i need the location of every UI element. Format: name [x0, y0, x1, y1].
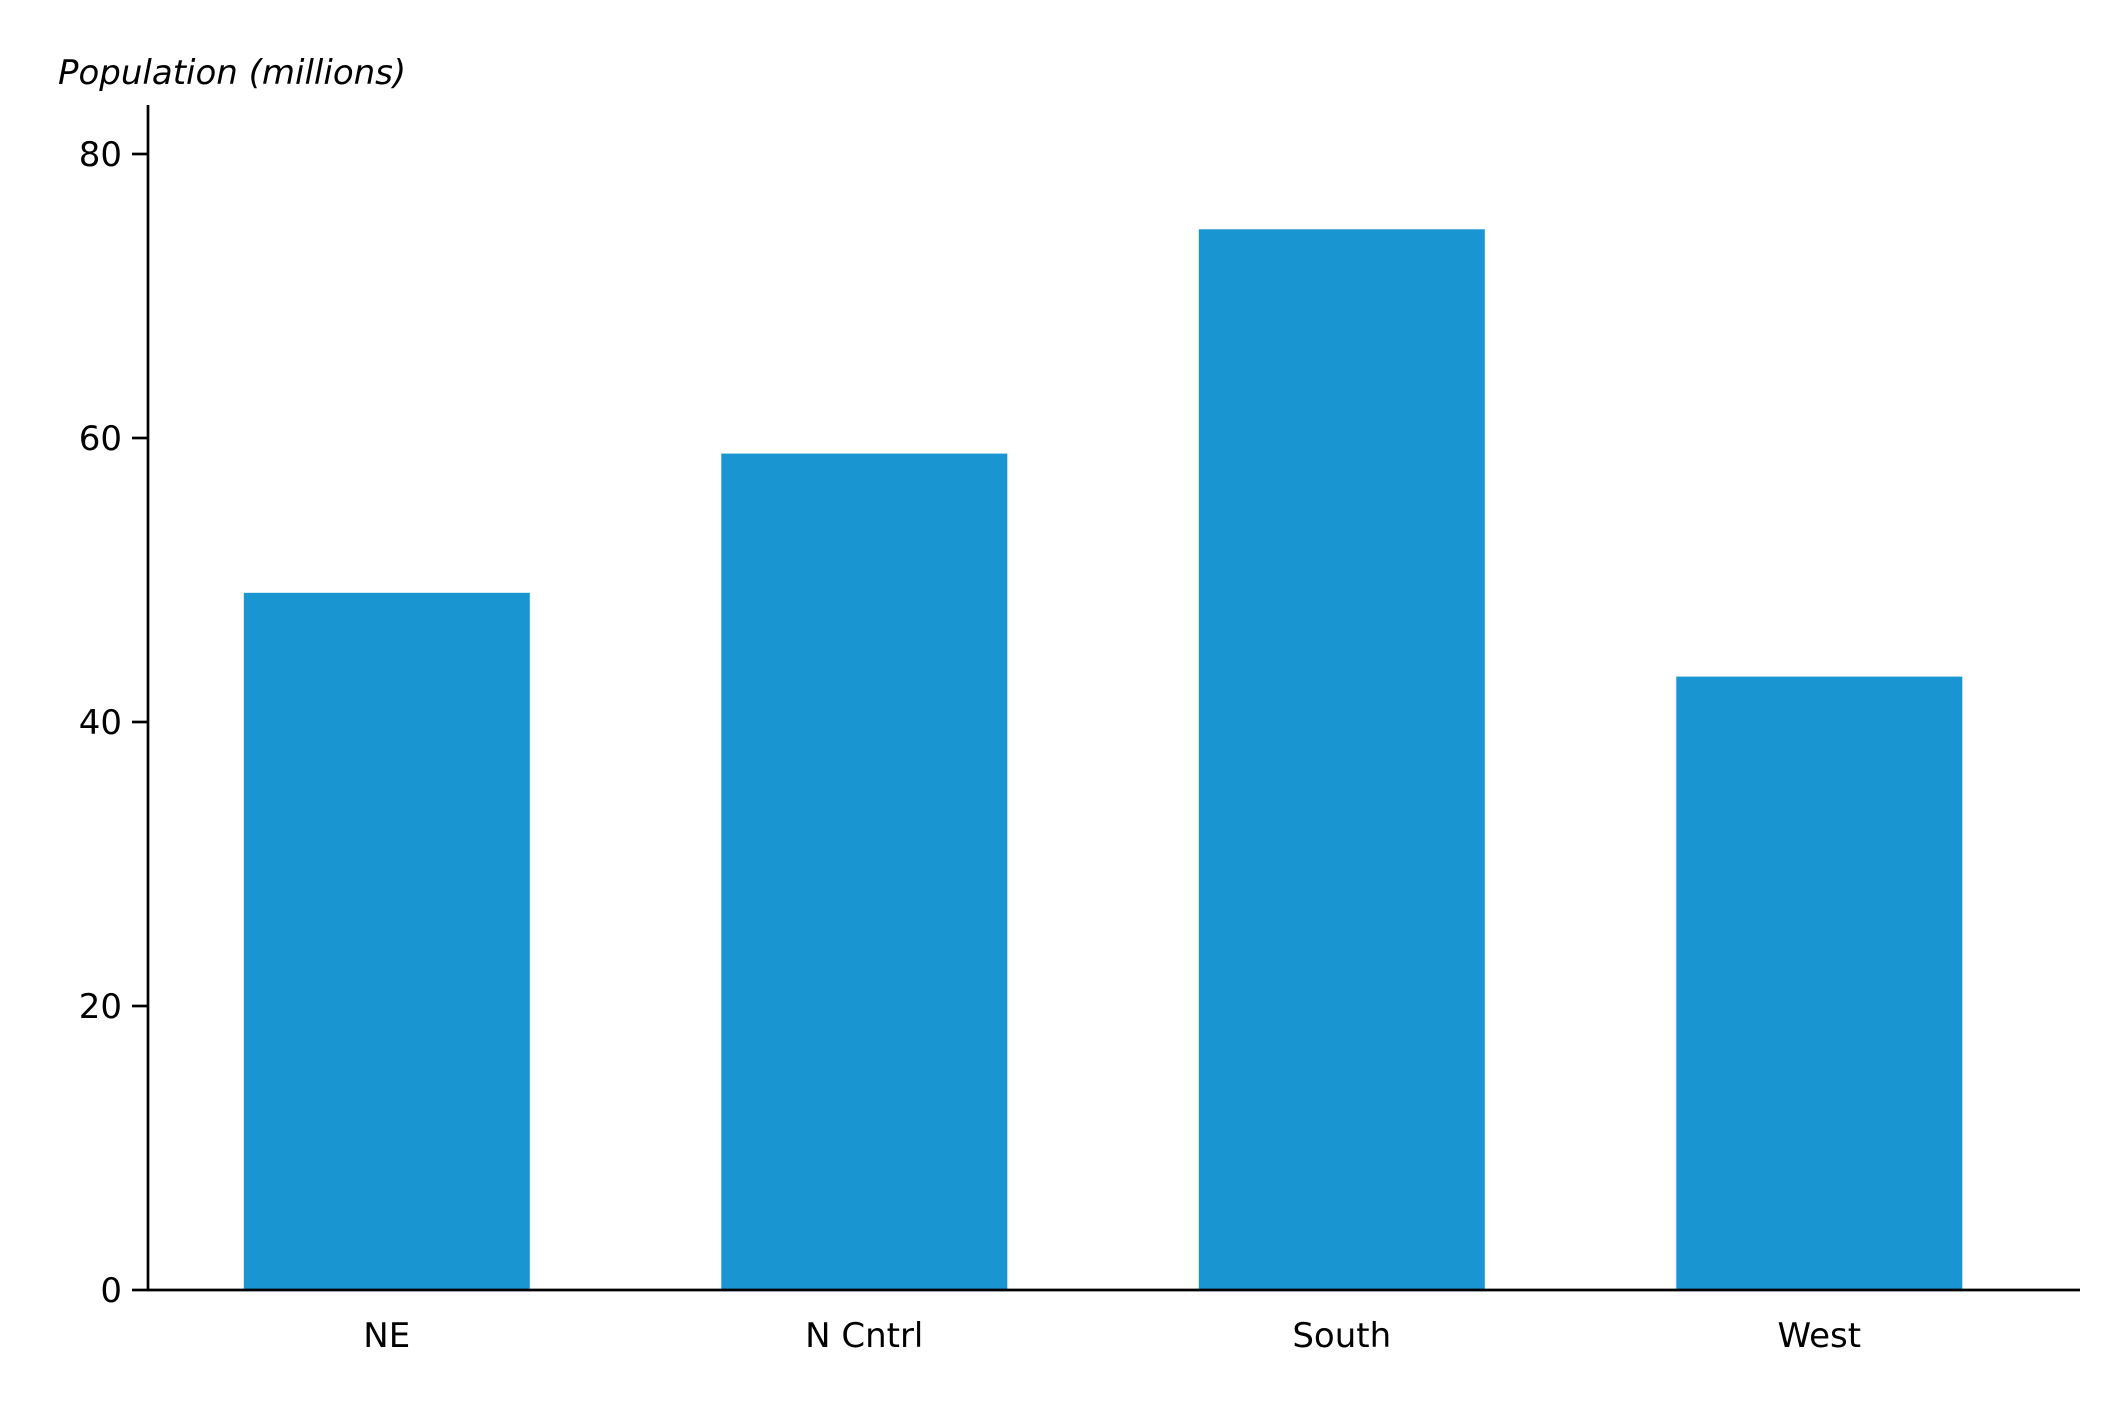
x-tick-label: South — [1292, 1316, 1391, 1356]
y-tick-label: 40 — [79, 703, 122, 743]
y-tick-label: 80 — [79, 135, 122, 175]
bar-south — [1198, 229, 1485, 1290]
x-axis: NE N Cntrl South West — [148, 1288, 2080, 1356]
y-axis-label: Population (millions) — [58, 53, 406, 93]
bar-west — [1676, 676, 1963, 1290]
bar-ne — [243, 592, 530, 1290]
bars-group — [243, 229, 1963, 1291]
y-tick-label: 60 — [79, 419, 122, 459]
bar-n-cntrl — [721, 453, 1008, 1291]
y-axis: 0 20 40 60 80 — [79, 105, 150, 1311]
y-tick-label: 0 — [100, 1271, 122, 1311]
x-tick-label: West — [1777, 1316, 1861, 1356]
x-tick-label: NE — [363, 1316, 410, 1356]
x-tick-label: N Cntrl — [805, 1316, 923, 1356]
y-tick-label: 20 — [79, 987, 122, 1027]
